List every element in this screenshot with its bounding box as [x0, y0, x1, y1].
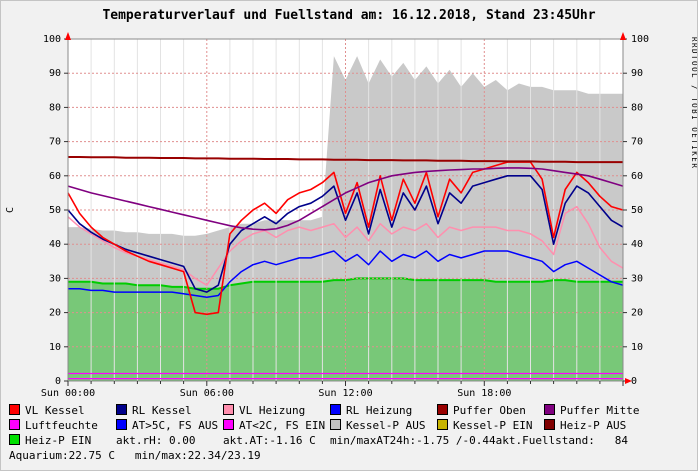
legend-item: RL Kessel [116, 403, 223, 418]
svg-text:C: C [5, 207, 16, 213]
svg-text:50: 50 [49, 205, 61, 216]
legend-item: VL Heizung [223, 403, 330, 418]
legend-item: Aquarium:22.75 C min/max:22.34/23.19 [9, 449, 261, 462]
svg-text:50: 50 [631, 205, 643, 216]
legend-item: Puffer Oben [437, 403, 544, 418]
legend-row: VL Kessel RL Kessel VL Heizung RL Heizung Pu… [9, 403, 651, 418]
plot-svg: Sun 00:00 Sun 06:00 Sun 12:00 Sun 18:00 0 0 10… [5, 32, 698, 399]
legend-item: akt.AT:-1.16 C [223, 434, 316, 447]
legend-row: Heiz-P EIN akt.rH: 0.00 akt.AT:-1.16 C min/… [9, 433, 651, 448]
legend: VL Kessel RL Kessel VL Heizung RL Heizung Pu… [9, 403, 651, 463]
legend-swatch [116, 419, 127, 430]
legend-swatch [544, 404, 555, 415]
legend-item: AT<2C, FS EIN [223, 418, 330, 433]
svg-text:RRDTOOL / TOBI OETIKER: RRDTOOL / TOBI OETIKER [690, 37, 698, 169]
legend-item: akt.rH: 0.00 [116, 434, 196, 447]
svg-text:10: 10 [631, 342, 643, 353]
svg-text:40: 40 [49, 239, 61, 250]
svg-text:Sun 06:00: Sun 06:00 [180, 388, 234, 399]
svg-text:10: 10 [49, 342, 61, 353]
svg-text:100: 100 [631, 34, 649, 45]
legend-item: akt.Fuellstand: 84 [495, 434, 629, 447]
svg-text:0: 0 [631, 376, 637, 387]
legend-item: Heiz-P EIN [9, 433, 116, 448]
svg-text:60: 60 [631, 171, 643, 182]
legend-item: min/maxAT24h:-1.75 /-0.44 [330, 434, 496, 447]
svg-text:70: 70 [631, 137, 643, 148]
svg-text:90: 90 [631, 68, 643, 79]
legend-swatch [9, 434, 20, 445]
svg-text:20: 20 [631, 308, 643, 319]
chart-title: Temperaturverlauf und Fuellstand am: 16.… [102, 8, 596, 23]
legend-swatch [116, 404, 127, 415]
legend-row: Aquarium:22.75 C min/max:22.34/23.19 [9, 448, 651, 463]
svg-text:20: 20 [49, 308, 61, 319]
svg-text:Sun 12:00: Sun 12:00 [318, 388, 372, 399]
legend-item: RL Heizung [330, 403, 437, 418]
legend-row: Luftfeuchte AT>5C, FS AUS AT<2C, FS EIN Kes… [9, 418, 651, 433]
legend-swatch [223, 419, 234, 430]
svg-text:Sun 18:00: Sun 18:00 [457, 388, 511, 399]
legend-item: Kessel-P EIN [437, 418, 544, 433]
svg-text:60: 60 [49, 171, 61, 182]
svg-text:30: 30 [631, 273, 643, 284]
legend-swatch [437, 404, 448, 415]
legend-swatch [330, 404, 341, 415]
legend-item: AT>5C, FS AUS [116, 418, 223, 433]
legend-swatch [544, 419, 555, 430]
svg-text:80: 80 [49, 102, 61, 113]
svg-text:70: 70 [49, 137, 61, 148]
svg-text:0: 0 [55, 376, 61, 387]
svg-text:100: 100 [43, 34, 61, 45]
svg-text:80: 80 [631, 102, 643, 113]
legend-item: Heiz-P AUS [544, 418, 651, 433]
svg-text:40: 40 [631, 239, 643, 250]
legend-item: Puffer Mitte [544, 403, 651, 418]
legend-swatch [330, 419, 341, 430]
legend-swatch [9, 404, 20, 415]
legend-item: VL Kessel [9, 403, 116, 418]
svg-text:Sun 00:00: Sun 00:00 [41, 388, 95, 399]
svg-text:90: 90 [49, 68, 61, 79]
legend-swatch [437, 419, 448, 430]
legend-item: Kessel-P AUS [330, 418, 437, 433]
svg-text:30: 30 [49, 273, 61, 284]
legend-swatch [9, 419, 20, 430]
legend-swatch [223, 404, 234, 415]
legend-item: Luftfeuchte [9, 418, 116, 433]
